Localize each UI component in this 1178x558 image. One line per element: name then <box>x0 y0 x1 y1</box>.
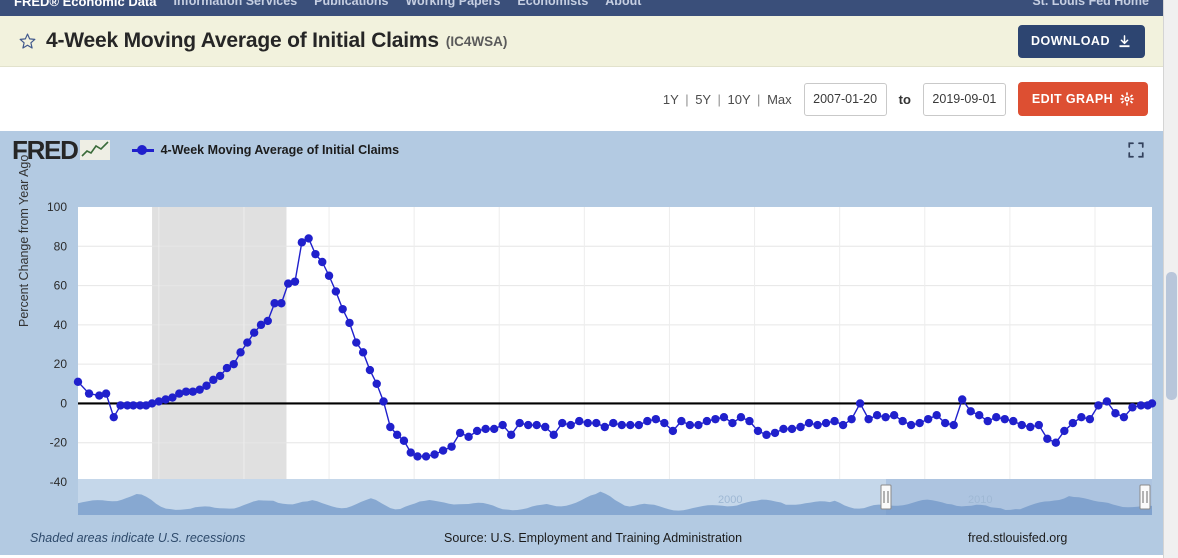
svg-text:0: 0 <box>60 396 67 410</box>
svg-text:20: 20 <box>54 357 68 371</box>
navigator-faded-label-2000: 2000 <box>718 494 742 506</box>
page-bottom-spacer <box>0 555 1163 558</box>
sparkline-icon <box>79 140 110 160</box>
series-id: (IC4WSA) <box>445 33 508 49</box>
gear-icon <box>1120 92 1134 106</box>
download-button[interactable]: DOWNLOAD <box>1018 24 1145 58</box>
range-handle-right[interactable] <box>1139 484 1151 510</box>
navigator-faded-label-2010: 2010 <box>968 494 992 506</box>
range-5y[interactable]: 5Y <box>695 91 711 107</box>
navigator-selection[interactable] <box>886 479 1152 515</box>
nav-item-information-services[interactable]: Information Services <box>173 0 298 8</box>
range-shortcuts: 1Y | 5Y | 10Y | Max <box>663 92 792 107</box>
range-sep-1: | <box>685 91 689 107</box>
edit-graph-button[interactable]: EDIT GRAPH <box>1017 82 1148 116</box>
site-top-navigation: FRED® Economic Data Information Services… <box>0 0 1163 16</box>
chart-panel: FRED 4-Week Moving Average of Initial Cl… <box>0 131 1163 555</box>
edit-graph-label: EDIT GRAPH <box>1031 92 1113 106</box>
svg-text:60: 60 <box>54 279 68 293</box>
range-navigator[interactable]: 2010 2000 <box>78 479 1152 515</box>
series-title-bar: 4-Week Moving Average of Initial Claims … <box>0 16 1163 67</box>
download-button-label: DOWNLOAD <box>1031 34 1110 48</box>
scrollbar-thumb[interactable] <box>1166 272 1177 400</box>
nav-item-working-papers[interactable]: Working Papers <box>405 0 501 8</box>
svg-text:-40: -40 <box>50 475 68 489</box>
site-brand[interactable]: FRED® Economic Data <box>14 0 157 9</box>
graph-controls-bar: 1Y | 5Y | 10Y | Max to EDIT GRAPH <box>0 67 1163 131</box>
chart-legend[interactable]: 4-Week Moving Average of Initial Claims <box>131 143 400 157</box>
date-range-to-label: to <box>898 91 911 107</box>
chart-footer: Shaded areas indicate U.S. recessions So… <box>0 527 1163 549</box>
range-sep-2: | <box>717 91 721 107</box>
range-1y[interactable]: 1Y <box>662 91 679 107</box>
svg-text:100: 100 <box>47 200 67 214</box>
chart-header: FRED 4-Week Moving Average of Initial Cl… <box>0 131 1163 169</box>
fred-logo: FRED <box>12 135 79 165</box>
y-tick-labels: -40 -20 0 20 40 60 80 100 <box>47 200 67 489</box>
end-date-input[interactable] <box>922 82 1006 116</box>
recession-note: Shaded areas indicate U.S. recessions <box>30 531 246 545</box>
nav-link-st-louis-fed-home[interactable]: St. Louis Fed Home <box>1032 0 1149 8</box>
range-sep-3: | <box>757 91 761 107</box>
fred-url: fred.stlouisfed.org <box>968 531 1068 545</box>
nav-item-publications[interactable]: Publications <box>314 0 389 8</box>
start-date-input[interactable] <box>803 82 887 116</box>
nav-item-economists[interactable]: Economists <box>517 0 589 8</box>
star-outline-icon[interactable] <box>18 32 37 51</box>
data-series-line[interactable] <box>73 234 1157 461</box>
legend-marker <box>131 145 154 155</box>
range-max[interactable]: Max <box>767 91 792 107</box>
range-handle-left[interactable] <box>880 484 892 510</box>
page-title: 4-Week Moving Average of Initial Claims <box>46 29 439 52</box>
source-note: Source: U.S. Employment and Training Adm… <box>444 531 743 545</box>
svg-text:40: 40 <box>54 318 68 332</box>
fullscreen-icon[interactable] <box>1127 141 1145 159</box>
svg-text:-20: -20 <box>50 436 68 450</box>
range-10y[interactable]: 10Y <box>727 91 751 107</box>
recession-shading <box>152 207 287 482</box>
nav-item-about[interactable]: About <box>605 0 642 8</box>
download-icon <box>1119 34 1130 47</box>
svg-text:80: 80 <box>54 239 68 253</box>
legend-label: 4-Week Moving Average of Initial Claims <box>160 143 400 157</box>
browser-scrollbar[interactable] <box>1163 0 1178 558</box>
